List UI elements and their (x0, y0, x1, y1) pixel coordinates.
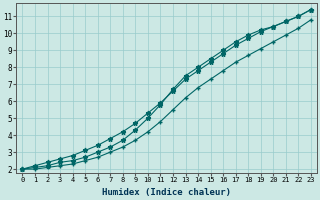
X-axis label: Humidex (Indice chaleur): Humidex (Indice chaleur) (102, 188, 231, 197)
